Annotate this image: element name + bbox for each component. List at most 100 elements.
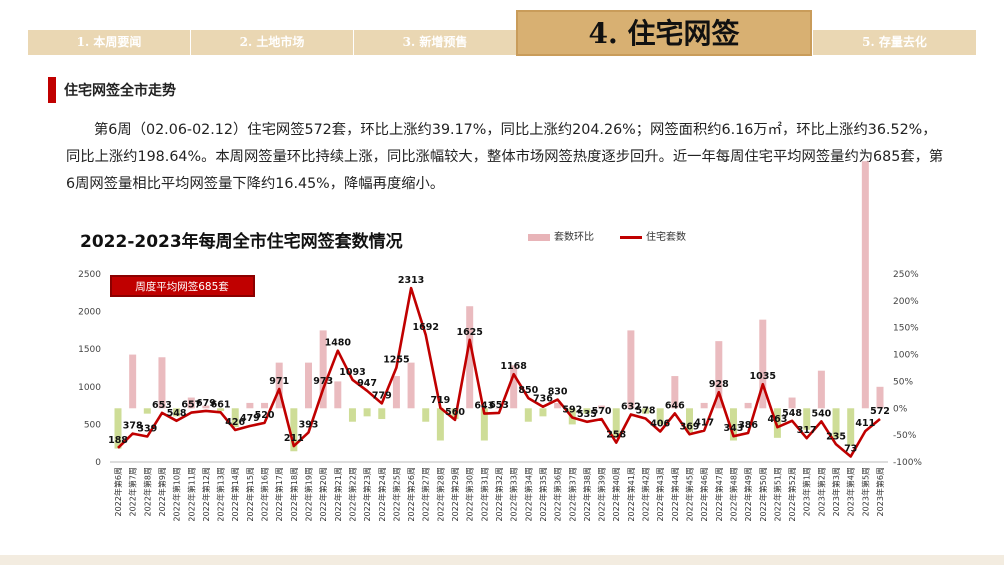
x-tick-label: 2023年第5周 bbox=[860, 467, 870, 516]
ratio-bar bbox=[715, 341, 723, 409]
count-data-label: 1692 bbox=[413, 322, 439, 333]
count-data-label: 560 bbox=[445, 407, 465, 418]
x-tick-label: 2022年第41周 bbox=[626, 467, 636, 522]
count-data-label: 369 bbox=[680, 421, 700, 432]
ratio-bar bbox=[334, 381, 342, 409]
count-data-label: 258 bbox=[606, 430, 626, 441]
count-data-label: 479 bbox=[240, 413, 260, 424]
ratio-bar bbox=[466, 306, 474, 409]
count-data-label: 393 bbox=[299, 419, 319, 430]
count-data-label: 1480 bbox=[325, 338, 352, 349]
x-tick-label: 2022年第52周 bbox=[787, 467, 797, 522]
ratio-bar bbox=[143, 408, 151, 414]
y-right-tick: 250% bbox=[893, 270, 919, 280]
count-data-label: 850 bbox=[518, 385, 538, 396]
ratio-bar bbox=[319, 330, 327, 409]
count-data-label: 661 bbox=[211, 399, 231, 410]
count-data-label: 947 bbox=[357, 378, 377, 389]
x-tick-label: 2022年第26周 bbox=[406, 467, 416, 522]
x-tick-label: 2022年第32周 bbox=[494, 467, 504, 522]
count-data-label: 188 bbox=[108, 435, 128, 446]
count-data-label: 653 bbox=[489, 400, 509, 411]
ratio-bar bbox=[642, 408, 650, 414]
ratio-bar bbox=[231, 408, 239, 428]
legend-bar: 套数环比 bbox=[528, 231, 594, 245]
x-tick-label: 2022年第14周 bbox=[230, 467, 240, 522]
count-data-label: 570 bbox=[592, 406, 612, 417]
x-tick-label: 2022年第38周 bbox=[582, 467, 592, 522]
ratio-bar bbox=[422, 408, 430, 422]
x-tick-label: 2022年第36周 bbox=[553, 467, 563, 522]
x-tick-label: 2022年第23周 bbox=[362, 467, 372, 522]
x-tick-label: 2022年第20周 bbox=[318, 467, 328, 522]
x-tick-label: 2022年第43周 bbox=[655, 467, 665, 522]
ratio-bar bbox=[275, 362, 283, 409]
count-data-label: 719 bbox=[430, 395, 450, 406]
x-tick-label: 2022年第49周 bbox=[743, 467, 753, 522]
count-data-label: 679 bbox=[196, 398, 216, 409]
ratio-bar bbox=[524, 408, 532, 422]
tab-residential-signing[interactable]: 4. 住宅网签 bbox=[516, 10, 812, 56]
ratio-bar bbox=[773, 408, 781, 438]
x-tick-label: 2022年第28周 bbox=[435, 467, 445, 522]
count-data-label: 2313 bbox=[398, 275, 424, 286]
x-tick-label: 2022年第24周 bbox=[377, 467, 387, 522]
count-data-label: 426 bbox=[225, 417, 245, 428]
x-tick-label: 2022年第50周 bbox=[758, 467, 768, 522]
tab-news[interactable]: 1. 本周要闻 bbox=[28, 30, 190, 55]
tab-inventory[interactable]: 5. 存量去化 bbox=[813, 30, 976, 55]
section-title: 住宅网签全市走势 bbox=[64, 83, 176, 99]
x-tick-label: 2022年第45周 bbox=[685, 467, 695, 522]
bottom-strip bbox=[0, 555, 1004, 565]
chart-title: 2022-2023年每周全市住宅网签套数情况 bbox=[80, 232, 403, 252]
summary-paragraph: 第6周（02.06-02.12）住宅网签572套，环比上涨约39.17%，同比上… bbox=[66, 122, 944, 192]
y-left-tick: 2000 bbox=[78, 308, 101, 318]
ratio-bar bbox=[407, 362, 415, 409]
x-tick-label: 2022年第6周 bbox=[113, 467, 123, 516]
x-tick-label: 2022年第51周 bbox=[772, 467, 782, 522]
y-right-tick: 200% bbox=[893, 297, 919, 307]
count-data-label: 928 bbox=[709, 379, 729, 390]
ratio-bar bbox=[583, 408, 591, 414]
legend-line: 住宅套数 bbox=[620, 231, 686, 245]
count-data-label: 339 bbox=[137, 424, 157, 435]
ratio-bar bbox=[598, 405, 606, 409]
legend-line-swatch bbox=[620, 235, 642, 239]
count-data-label: 411 bbox=[855, 418, 875, 429]
x-tick-label: 2023年第3周 bbox=[831, 467, 841, 516]
ratio-bar bbox=[861, 161, 869, 409]
ratio-bar bbox=[817, 370, 825, 409]
x-tick-label: 2023年第2周 bbox=[816, 467, 826, 516]
ratio-bar bbox=[348, 408, 356, 422]
ratio-bar bbox=[744, 402, 752, 409]
ratio-bar bbox=[700, 402, 708, 409]
tab-new-presale[interactable]: 3. 新增预售 bbox=[354, 30, 516, 55]
ratio-bar bbox=[686, 408, 693, 433]
x-tick-label: 2022年第37周 bbox=[567, 467, 577, 522]
x-tick-label: 2022年第27周 bbox=[421, 467, 431, 522]
count-data-label: 73 bbox=[844, 444, 857, 455]
ratio-bar bbox=[436, 408, 444, 441]
ratio-bar bbox=[217, 408, 225, 411]
count-data-label: 406 bbox=[650, 418, 670, 429]
ratio-bar bbox=[729, 408, 737, 441]
x-tick-label: 2022年第33周 bbox=[509, 467, 519, 522]
tab-land-market[interactable]: 2. 土地市场 bbox=[191, 30, 353, 55]
x-tick-label: 2022年第12周 bbox=[201, 467, 211, 522]
x-tick-label: 2022年第30周 bbox=[465, 467, 475, 522]
average-annotation-text: 周度平均网签685套 bbox=[135, 280, 229, 293]
ratio-bar bbox=[187, 397, 195, 409]
ratio-bar bbox=[554, 402, 562, 409]
x-tick-label: 2022年第44周 bbox=[670, 467, 680, 522]
count-data-label: 653 bbox=[152, 400, 172, 411]
ratio-bar bbox=[627, 330, 635, 409]
ratio-bar bbox=[510, 365, 518, 409]
y-right-tick: -100% bbox=[893, 458, 922, 468]
count-data-label: 211 bbox=[284, 433, 304, 444]
count-data-label: 548 bbox=[782, 408, 802, 419]
count-data-label: 386 bbox=[738, 420, 758, 431]
x-tick-label: 2022年第47周 bbox=[714, 467, 724, 522]
count-data-label: 572 bbox=[870, 406, 890, 417]
count-data-label: 643 bbox=[474, 401, 494, 412]
